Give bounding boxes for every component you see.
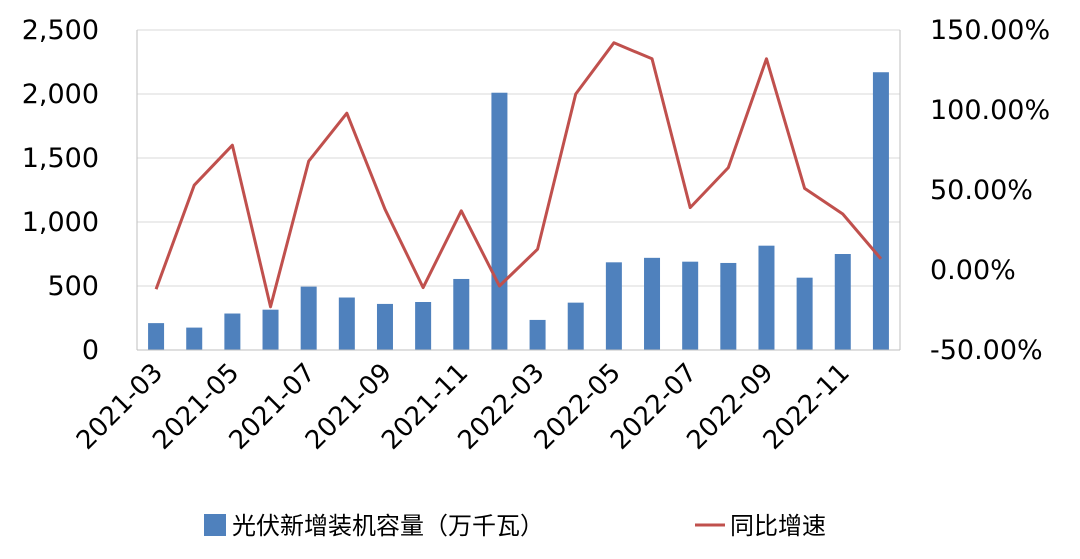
- y-right-tick-label: -50.00%: [930, 335, 1043, 366]
- bar: [758, 245, 775, 350]
- y-left-tick-label: 2,500: [22, 15, 99, 46]
- y-left-tick-label: 0: [82, 335, 99, 366]
- growth-line: [154, 41, 883, 309]
- y-right-tick-label: 150.00%: [930, 15, 1050, 46]
- grid: [137, 29, 900, 287]
- bar: [491, 92, 508, 350]
- legend-swatch-bar: [204, 514, 226, 536]
- y-left-tick-label: 500: [47, 271, 99, 302]
- bar: [834, 254, 851, 350]
- y-axis-right: -50.00% 0.00% 50.00% 100.00% 150.00%: [930, 15, 1050, 366]
- y-right-tick-label: 100.00%: [930, 95, 1050, 126]
- bar: [720, 262, 737, 350]
- bar: [453, 278, 470, 350]
- bar: [682, 261, 699, 350]
- legend: 光伏新增装机容量（万千瓦） 同比增速: [204, 512, 826, 540]
- legend-label-line: 同比增速: [730, 512, 826, 540]
- bar: [529, 319, 546, 350]
- bar: [262, 309, 279, 350]
- bar: [605, 262, 622, 350]
- bar: [415, 302, 432, 350]
- y-left-tick-label: 1,500: [22, 143, 99, 174]
- bar: [567, 302, 584, 350]
- bar: [300, 286, 317, 350]
- bar: [376, 303, 393, 350]
- y-left-tick-label: 2,000: [22, 79, 99, 110]
- bar-series: [148, 72, 889, 351]
- bar: [186, 327, 203, 350]
- bar: [796, 277, 813, 350]
- axes: [136, 30, 901, 351]
- y-axis-left: 0 500 1,000 1,500 2,000 2,500: [22, 15, 99, 366]
- bar: [872, 72, 889, 351]
- bar: [338, 297, 355, 350]
- y-right-tick-label: 50.00%: [930, 175, 1033, 206]
- line-series: [154, 41, 883, 309]
- bar: [148, 323, 165, 350]
- y-right-tick-label: 0.00%: [930, 255, 1016, 286]
- bar: [224, 313, 241, 350]
- x-axis: 2021-032021-052021-072021-092021-112022-…: [71, 358, 856, 456]
- y-left-tick-label: 1,000: [22, 207, 99, 238]
- legend-label-bar: 光伏新增装机容量（万千瓦）: [232, 512, 544, 540]
- bar: [644, 257, 661, 350]
